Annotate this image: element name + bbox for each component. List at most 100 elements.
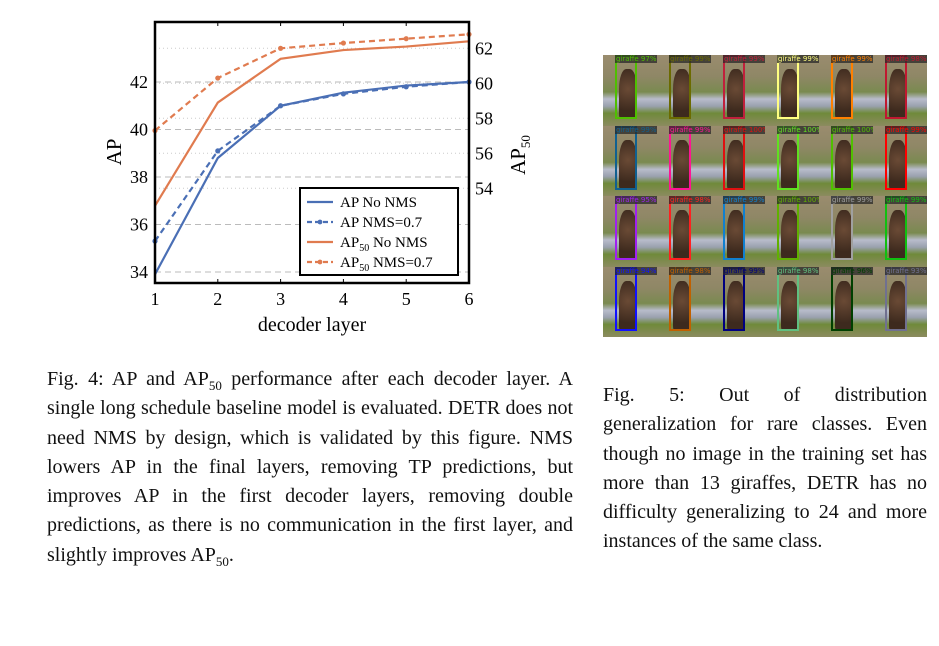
giraffe-image-tile: giraffe 94%	[603, 266, 657, 337]
y-tick-label: 38	[130, 167, 148, 187]
detection-box	[723, 266, 745, 331]
y2-axis-label: AP50	[506, 135, 533, 175]
giraffe-image-tile: giraffe 99%	[819, 196, 873, 267]
giraffe-image-tile: giraffe 98%	[657, 266, 711, 337]
x-tick-label: 3	[276, 289, 285, 309]
y2-tick-label: 58	[475, 108, 493, 128]
detection-label: giraffe 100%	[777, 196, 819, 204]
giraffe-image-tile: giraffe 99%	[819, 55, 873, 126]
detection-box	[615, 196, 637, 260]
detection-label: giraffe 99%	[777, 55, 819, 63]
detection-box	[777, 125, 799, 190]
fig4-text: AP and AP	[111, 368, 209, 390]
legend-label-text: NMS=0.7	[369, 255, 433, 271]
detection-label: giraffe 100%	[831, 125, 873, 134]
fig4-text: performance after each decoder layer. A …	[47, 368, 573, 566]
detection-box	[669, 55, 691, 119]
giraffe-image-tile: giraffe 99%	[657, 125, 711, 196]
giraffe-image	[673, 139, 691, 190]
y-tick-label: 42	[130, 72, 148, 92]
detection-box	[831, 196, 853, 260]
detection-label: giraffe 94%	[615, 266, 657, 275]
detection-label: giraffe 98%	[885, 55, 927, 63]
detection-label: giraffe 99%	[831, 55, 873, 63]
y2-tick-label: 60	[475, 73, 493, 93]
giraffe-image	[781, 210, 799, 260]
giraffe-image-tile: giraffe 97%	[603, 55, 657, 126]
data-point	[403, 36, 409, 42]
detection-box	[777, 266, 799, 331]
data-point	[278, 45, 284, 51]
giraffe-image	[727, 280, 745, 331]
legend-label-text: AP No NMS	[340, 195, 417, 211]
giraffe-image	[889, 139, 907, 190]
x-axis-label: decoder layer	[258, 314, 367, 336]
giraffe-image-tile: giraffe 99%	[711, 266, 765, 337]
legend-label-text: No NMS	[369, 235, 427, 251]
detection-box	[831, 55, 853, 119]
detection-label: giraffe 99%	[885, 196, 927, 204]
giraffe-image	[781, 69, 799, 119]
fig4-sub: 50	[208, 378, 222, 393]
legend-label-sub: 50	[359, 263, 369, 274]
giraffe-image	[619, 210, 637, 260]
data-point	[215, 148, 221, 154]
detection-box	[723, 125, 745, 190]
detection-box	[831, 125, 853, 190]
detection-box	[885, 196, 907, 260]
giraffe-image	[889, 69, 907, 119]
giraffe-image	[835, 139, 853, 190]
detection-label: giraffe 100%	[777, 125, 819, 134]
giraffe-image	[619, 280, 637, 331]
giraffe-image-tile: giraffe 99%	[873, 125, 927, 196]
giraffe-image	[781, 139, 799, 190]
giraffe-image	[781, 280, 799, 331]
legend-label: AP NMS=0.7	[340, 215, 423, 231]
giraffe-image-tile: giraffe 99%	[711, 196, 765, 267]
fig5-label: Fig. 5:	[603, 384, 685, 406]
detection-box	[669, 125, 691, 190]
detection-box	[885, 125, 907, 190]
y2-tick-label: 62	[475, 38, 493, 58]
giraffe-image-tile: giraffe 100%	[765, 196, 819, 267]
legend-label-text: AP NMS=0.7	[340, 215, 423, 231]
giraffe-image	[727, 69, 745, 119]
detection-box	[669, 266, 691, 331]
giraffe-image	[673, 210, 691, 260]
giraffe-image	[619, 69, 637, 119]
detection-box	[777, 55, 799, 119]
fig4-text: .	[228, 543, 234, 566]
y2-axis-label-text: AP	[506, 148, 530, 175]
giraffe-image-tile: giraffe 100%	[765, 125, 819, 196]
detection-box	[723, 55, 745, 119]
y-tick-label: 40	[130, 120, 148, 140]
x-tick-label: 1	[151, 289, 160, 309]
detection-label: giraffe 100%	[723, 125, 765, 134]
giraffe-image-tile: giraffe 98%	[873, 55, 927, 126]
data-point	[278, 103, 284, 109]
y2-tick-label: 54	[475, 178, 493, 198]
detection-box	[615, 55, 637, 119]
giraffe-detections-grid: giraffe 97% giraffe 99% giraffe 99% giraffe…	[603, 55, 927, 337]
x-tick-label: 6	[465, 289, 474, 309]
giraffe-image	[673, 69, 691, 119]
plot-frame	[153, 20, 471, 285]
x-tick-label: 5	[402, 289, 411, 309]
legend-label: AP50 No NMS	[340, 235, 428, 254]
detection-box	[615, 266, 637, 331]
detection-box	[669, 196, 691, 260]
giraffe-image-tile: giraffe 99%	[873, 196, 927, 267]
data-point	[340, 40, 346, 46]
giraffe-image-tile: giraffe 96%	[819, 266, 873, 337]
giraffe-image-tile: giraffe 99%	[657, 55, 711, 126]
y2-axis-label-sub: 50	[518, 135, 533, 148]
detection-box	[615, 125, 637, 190]
giraffe-image-tile: giraffe 99%	[711, 55, 765, 126]
giraffe-image	[619, 139, 637, 190]
detection-label: giraffe 93%	[885, 266, 927, 275]
detection-label: giraffe 99%	[615, 125, 657, 134]
series-line-2	[154, 40, 470, 207]
giraffe-image-tile: giraffe 98%	[657, 196, 711, 267]
giraffe-image-tile: giraffe 99%	[603, 125, 657, 196]
giraffe-image	[889, 210, 907, 260]
